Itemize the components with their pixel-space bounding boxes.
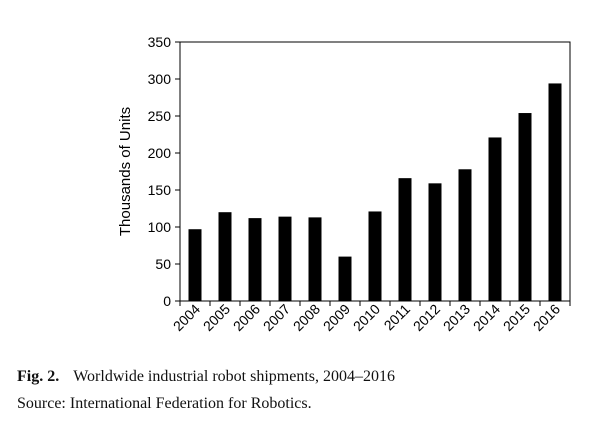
bar-2012 [428,183,442,301]
x-tick-label: 2015 [500,301,533,334]
bar-2005 [218,212,232,301]
x-axis-ticks: 2004200520062007200820092010201120122013… [170,301,571,334]
x-tick-label: 2010 [350,301,383,334]
x-tick-label: 2009 [320,301,353,334]
x-tick-label: 2008 [290,301,323,334]
bar-2006 [248,218,262,301]
bar-2010 [368,211,382,301]
plot-frame [179,41,571,302]
y-tick-label: 300 [148,71,172,87]
y-tick-label: 350 [148,34,172,50]
x-tick-label: 2006 [230,301,263,334]
bars [188,83,562,301]
bar-2008 [308,217,322,301]
x-tick-label: 2005 [200,301,233,334]
bar-2007 [278,216,292,301]
figure-label: Fig. 2. [17,368,60,385]
y-tick-label: 50 [155,256,171,272]
y-tick-label: 250 [148,108,172,124]
bar-2011 [398,178,412,301]
figure-title: Worldwide industrial robot shipments, 20… [73,368,396,385]
y-tick-label: 150 [148,182,172,198]
y-axis-title: Thousands of Units [117,107,134,236]
y-tick-label: 0 [163,293,171,309]
x-tick-label: 2007 [260,301,293,334]
bar-2014 [488,137,502,301]
y-tick-label: 200 [148,145,172,161]
figure-caption: Fig. 2. Worldwide industrial robot shipme… [17,368,395,386]
y-axis-ticks: 0 50 100 150 200 250 300 350 [148,34,180,309]
x-tick-label: 2004 [170,301,203,334]
y-tick-label: 100 [148,219,172,235]
bar-2015 [518,113,532,301]
x-tick-label: 2012 [410,301,443,334]
bar-2009 [338,256,352,301]
figure-source: Source: International Federation for Rob… [17,395,312,412]
x-tick-label: 2016 [530,301,563,334]
x-tick-label: 2014 [470,301,503,334]
bar-2016 [548,83,562,301]
bar-2004 [188,229,202,301]
x-tick-label: 2011 [381,301,414,334]
bar-2013 [458,169,472,301]
x-tick-label: 2013 [440,301,473,334]
